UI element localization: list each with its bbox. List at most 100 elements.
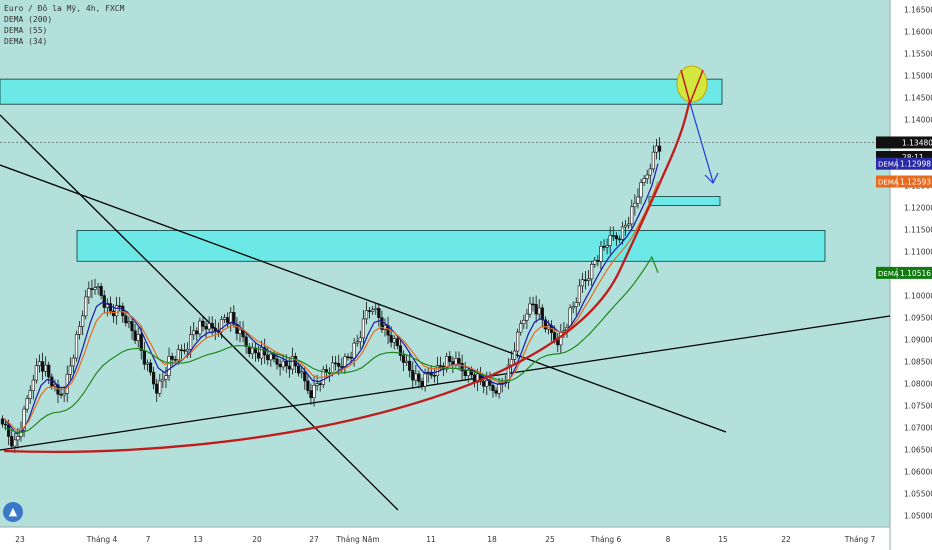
candle-body bbox=[355, 341, 359, 344]
candle-body bbox=[10, 436, 14, 447]
time-tick-label: 22 bbox=[781, 535, 791, 544]
candle-body bbox=[179, 349, 183, 352]
candle-body bbox=[577, 285, 581, 303]
trendline bbox=[0, 164, 727, 433]
zone-rect bbox=[0, 78, 723, 105]
legend-dema34[interactable]: DEMA (34) bbox=[4, 37, 48, 46]
candle-body bbox=[238, 329, 242, 334]
candle-body bbox=[62, 392, 66, 396]
time-tick-label: Tháng 7 bbox=[844, 535, 876, 544]
price-tick-label: 1.06500 bbox=[904, 446, 932, 455]
candle-body bbox=[207, 323, 211, 330]
candle-body bbox=[7, 424, 11, 437]
legend-dema55[interactable]: DEMA (55) bbox=[4, 26, 48, 35]
zone-rect bbox=[76, 230, 826, 262]
candle-body bbox=[423, 373, 427, 387]
price-tick-label: 1.16500 bbox=[904, 6, 932, 15]
candle-body bbox=[512, 350, 517, 360]
time-tick-label: 15 bbox=[718, 535, 728, 544]
candle-body bbox=[185, 348, 190, 352]
candle-body bbox=[145, 362, 150, 365]
tradingview-logo-icon[interactable]: ▲ bbox=[3, 502, 23, 522]
candle-body bbox=[173, 359, 177, 361]
candle-body bbox=[633, 202, 637, 208]
candle-body bbox=[124, 315, 128, 324]
parabolic-curve bbox=[3, 99, 692, 454]
price-tick-label: 1.12000 bbox=[904, 204, 932, 213]
candle-body bbox=[497, 382, 501, 394]
candle-body bbox=[586, 278, 591, 281]
time-axis-panel bbox=[0, 527, 890, 550]
candle-body bbox=[627, 223, 631, 226]
candle-body bbox=[534, 304, 538, 315]
candle-body bbox=[210, 323, 214, 329]
candle-body bbox=[130, 321, 134, 332]
price-tick-label: 1.07000 bbox=[904, 424, 932, 433]
countdown-value: 28:11 bbox=[902, 153, 924, 162]
chart-legend: Euro / Đô la Mỹ, 4h, FXCM DEMA (200) DEM… bbox=[4, 3, 124, 47]
candle-body bbox=[81, 315, 85, 327]
time-tick-label: 7 bbox=[146, 535, 151, 544]
candle-body bbox=[543, 319, 548, 330]
candle-body bbox=[315, 383, 319, 386]
candle-body bbox=[201, 320, 205, 327]
symbol-title[interactable]: Euro / Đô la Mỹ, 4h, FXCM bbox=[4, 4, 125, 13]
time-tick-label: Tháng 6 bbox=[590, 535, 622, 544]
time-tick-label: 25 bbox=[545, 535, 555, 544]
candle-body bbox=[438, 365, 443, 367]
candle-body bbox=[250, 347, 254, 354]
legend-dema200[interactable]: DEMA (200) bbox=[4, 15, 53, 24]
candle-body bbox=[84, 296, 88, 317]
candle-body bbox=[596, 260, 600, 262]
candle-body bbox=[287, 365, 291, 370]
candle-body bbox=[506, 364, 510, 383]
candle-body bbox=[167, 356, 171, 376]
dema200-price-value: 1.10516 bbox=[900, 269, 931, 278]
candle-body bbox=[133, 330, 137, 341]
candle-body bbox=[614, 235, 618, 240]
candle-body bbox=[408, 360, 412, 371]
candle-body bbox=[377, 308, 381, 318]
dema200-price-tag: DEMA bbox=[878, 270, 899, 278]
candle-body bbox=[340, 366, 344, 368]
candle-body bbox=[31, 379, 35, 391]
candle-body bbox=[636, 196, 640, 204]
candle-body bbox=[300, 371, 304, 374]
time-tick-label: Tháng 4 bbox=[86, 535, 118, 544]
candle-body bbox=[198, 320, 202, 335]
candle-body bbox=[334, 362, 338, 365]
price-tick-label: 1.05000 bbox=[904, 512, 932, 521]
candle-body bbox=[645, 174, 649, 179]
candle-body bbox=[516, 331, 520, 352]
price-tick-label: 1.15500 bbox=[904, 50, 932, 59]
candle-body bbox=[90, 288, 94, 290]
trendline bbox=[0, 114, 399, 511]
time-tick-label: 18 bbox=[487, 535, 497, 544]
candle-body bbox=[417, 373, 421, 382]
candle-body bbox=[222, 317, 227, 320]
candle-body bbox=[28, 390, 32, 399]
candle-body bbox=[269, 353, 273, 361]
candle-body bbox=[182, 349, 187, 352]
candle-body bbox=[457, 358, 461, 364]
candle-body bbox=[540, 307, 544, 321]
candle-body bbox=[139, 334, 143, 351]
candle-body bbox=[25, 398, 29, 410]
candle-body bbox=[657, 145, 662, 152]
candle-body bbox=[148, 362, 153, 373]
candle-body bbox=[611, 235, 615, 237]
candle-body bbox=[602, 246, 606, 248]
candle-body bbox=[454, 358, 458, 365]
candle-body bbox=[395, 338, 399, 347]
candle-body bbox=[482, 381, 486, 387]
candle-body bbox=[617, 238, 622, 241]
candle-body bbox=[87, 288, 91, 298]
dema55-price-bg bbox=[876, 175, 932, 188]
candle-body bbox=[114, 305, 119, 317]
candle-body bbox=[102, 295, 106, 308]
candle-body bbox=[3, 423, 8, 426]
candle-body bbox=[226, 317, 230, 324]
time-tick-label: Tháng Năm bbox=[335, 535, 379, 544]
